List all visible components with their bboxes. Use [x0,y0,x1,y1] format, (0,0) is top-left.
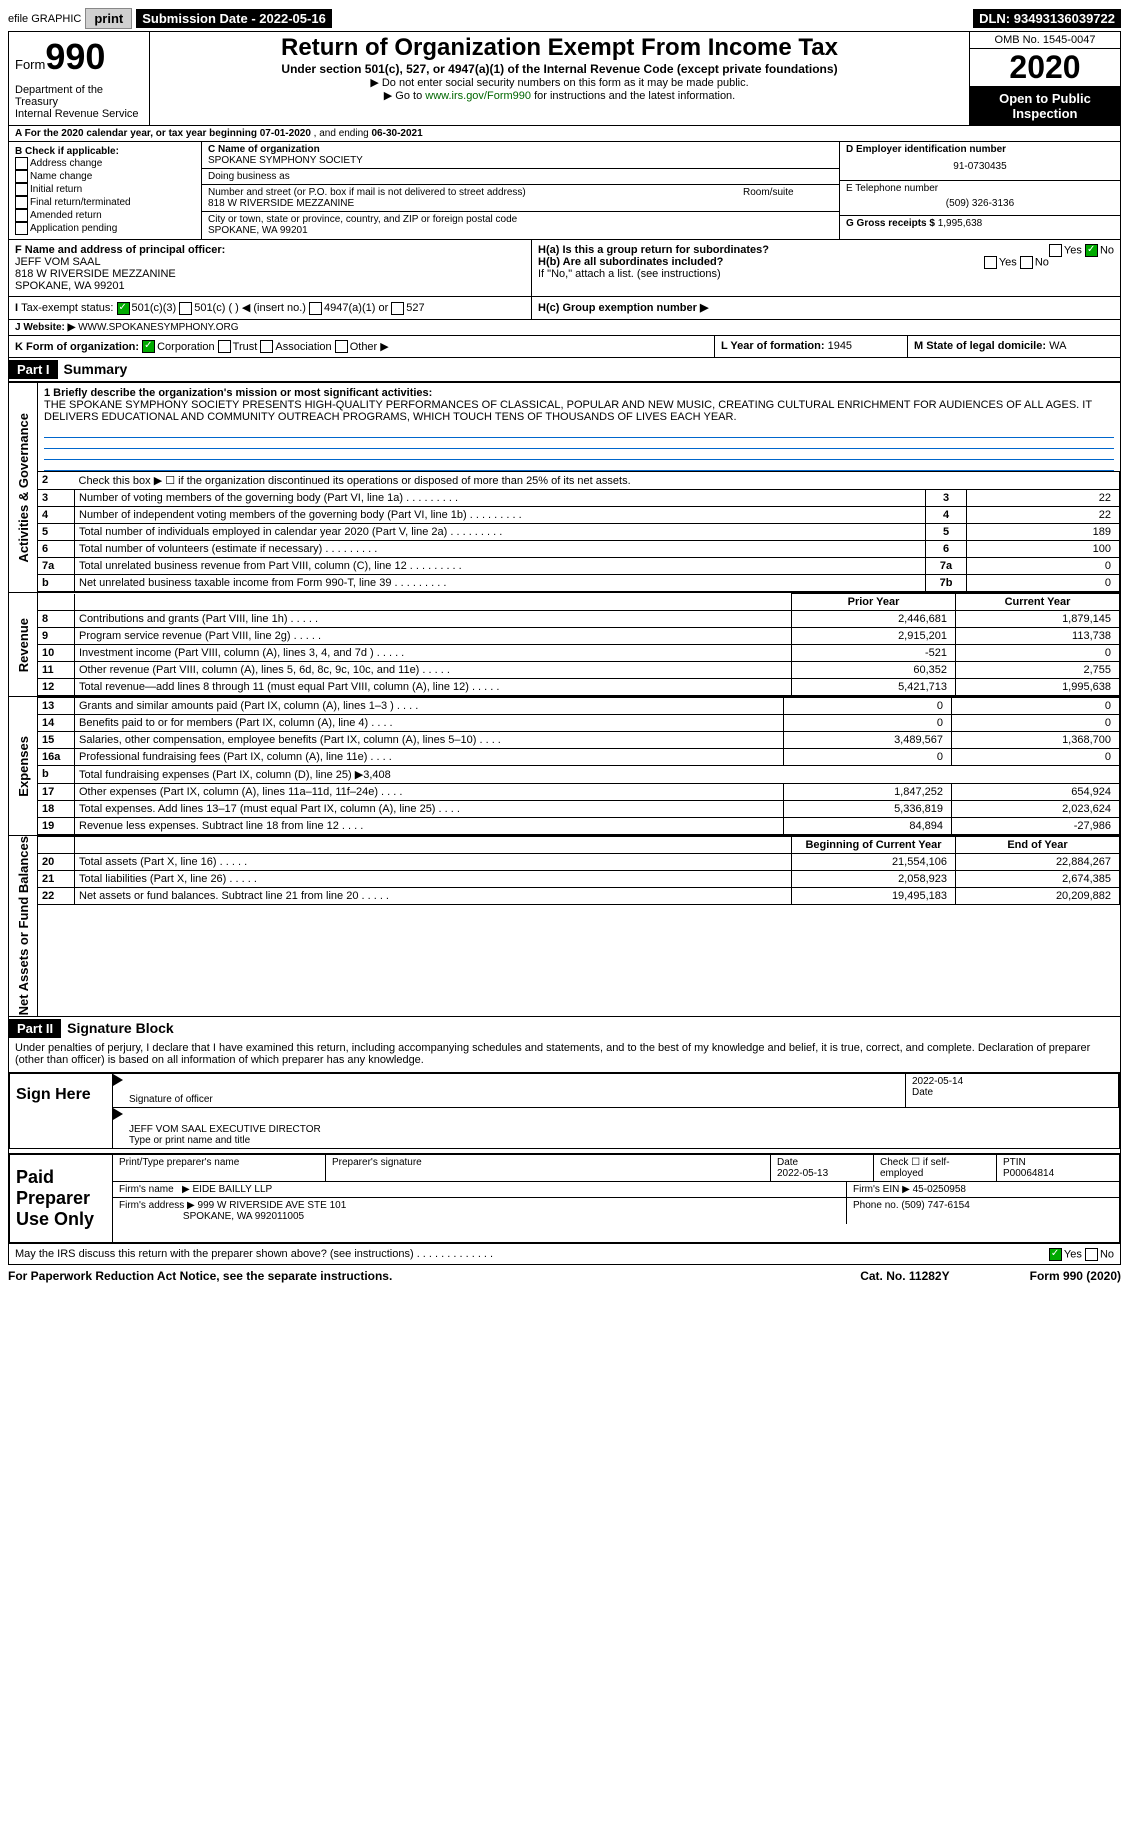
gov-table: 2Check this box ▶ ☐ if the organization … [38,471,1120,592]
ein-line: D Employer identification number91-07304… [840,142,1120,181]
print-button[interactable]: print [85,8,132,29]
gov-label: Activities & Governance [16,413,31,563]
rev-label: Revenue [16,618,31,672]
part-i-title: Summary [58,361,128,377]
form-number: 990 [45,36,105,77]
open-public: Open to Public Inspection [970,87,1120,125]
state-domicile: M State of legal domicile: WA [907,336,1120,358]
perjury: Under penalties of perjury, I declare th… [9,1040,1120,1068]
form-org: K Form of organization: Corporation Trus… [9,336,714,358]
dln: DLN: 93493136039722 [973,9,1121,28]
exp-label: Expenses [16,736,31,797]
org-name-line: C Name of organizationSPOKANE SYMPHONY S… [202,142,839,169]
tax-year: 2020 [970,49,1120,87]
mission: 1 Briefly describe the organization's mi… [38,383,1120,427]
col-b: B Check if applicable: Address change Na… [9,142,202,239]
exp-table: 13Grants and similar amounts paid (Part … [38,697,1120,835]
website: J Website: ▶ WWW.SPOKANESYMPHONY.ORG [9,320,1120,336]
part-ii-bar: Part II [9,1019,61,1038]
omb: OMB No. 1545-0047 [970,32,1120,49]
dba-line: Doing business as [202,169,839,185]
addr-line: Number and street (or P.O. box if mail i… [202,185,737,212]
top-toolbar: efile GRAPHIC print Submission Date - 20… [8,8,1121,29]
city-line: City or town, state or province, country… [202,212,839,238]
net-label: Net Assets or Fund Balances [16,836,31,1015]
discuss-line: May the IRS discuss this return with the… [9,1243,1120,1264]
form-label: Form [15,57,45,72]
tel-line: E Telephone number(509) 326-3136 [840,181,1120,216]
dept-label: Department of the Treasury [15,84,143,108]
tax-status: I Tax-exempt status: 501(c)(3) 501(c) ( … [9,297,532,319]
form-990: Form990 Department of the Treasury Inter… [8,31,1121,1265]
line-a: A For the 2020 calendar year, or tax yea… [9,126,1120,142]
officer: F Name and address of principal officer:… [9,240,532,296]
h-block: H(a) Is this a group return for subordin… [532,240,1120,296]
efile-label: efile GRAPHIC [8,13,81,25]
note-ssn: ▶ Do not enter social security numbers o… [156,76,963,89]
irs-link[interactable]: www.irs.gov/Form990 [425,90,531,102]
hc: H(c) Group exemption number ▶ [532,297,1120,319]
part-ii-title: Signature Block [61,1020,174,1036]
part-i-bar: Part I [9,360,58,379]
room-suite: Room/suite [737,185,839,212]
note-link: ▶ Go to www.irs.gov/Form990 for instruct… [156,89,963,102]
form-title: Return of Organization Exempt From Incom… [156,34,963,62]
paid-preparer: Paid Preparer Use Only Print/Type prepar… [9,1153,1120,1243]
year-formation: L Year of formation: 1945 [714,336,907,358]
footer: For Paperwork Reduction Act Notice, see … [8,1269,1121,1283]
submission-date: Submission Date - 2022-05-16 [136,9,332,28]
gross-line: G Gross receipts $ 1,995,638 [840,216,1120,231]
rev-table: Prior YearCurrent Year8Contributions and… [38,593,1120,696]
irs-label: Internal Revenue Service [15,108,143,120]
sign-block: Sign Here Signature of officer2022-05-14… [9,1072,1120,1149]
form-subtitle: Under section 501(c), 527, or 4947(a)(1)… [156,62,963,76]
net-table: Beginning of Current YearEnd of Year20To… [38,836,1120,905]
